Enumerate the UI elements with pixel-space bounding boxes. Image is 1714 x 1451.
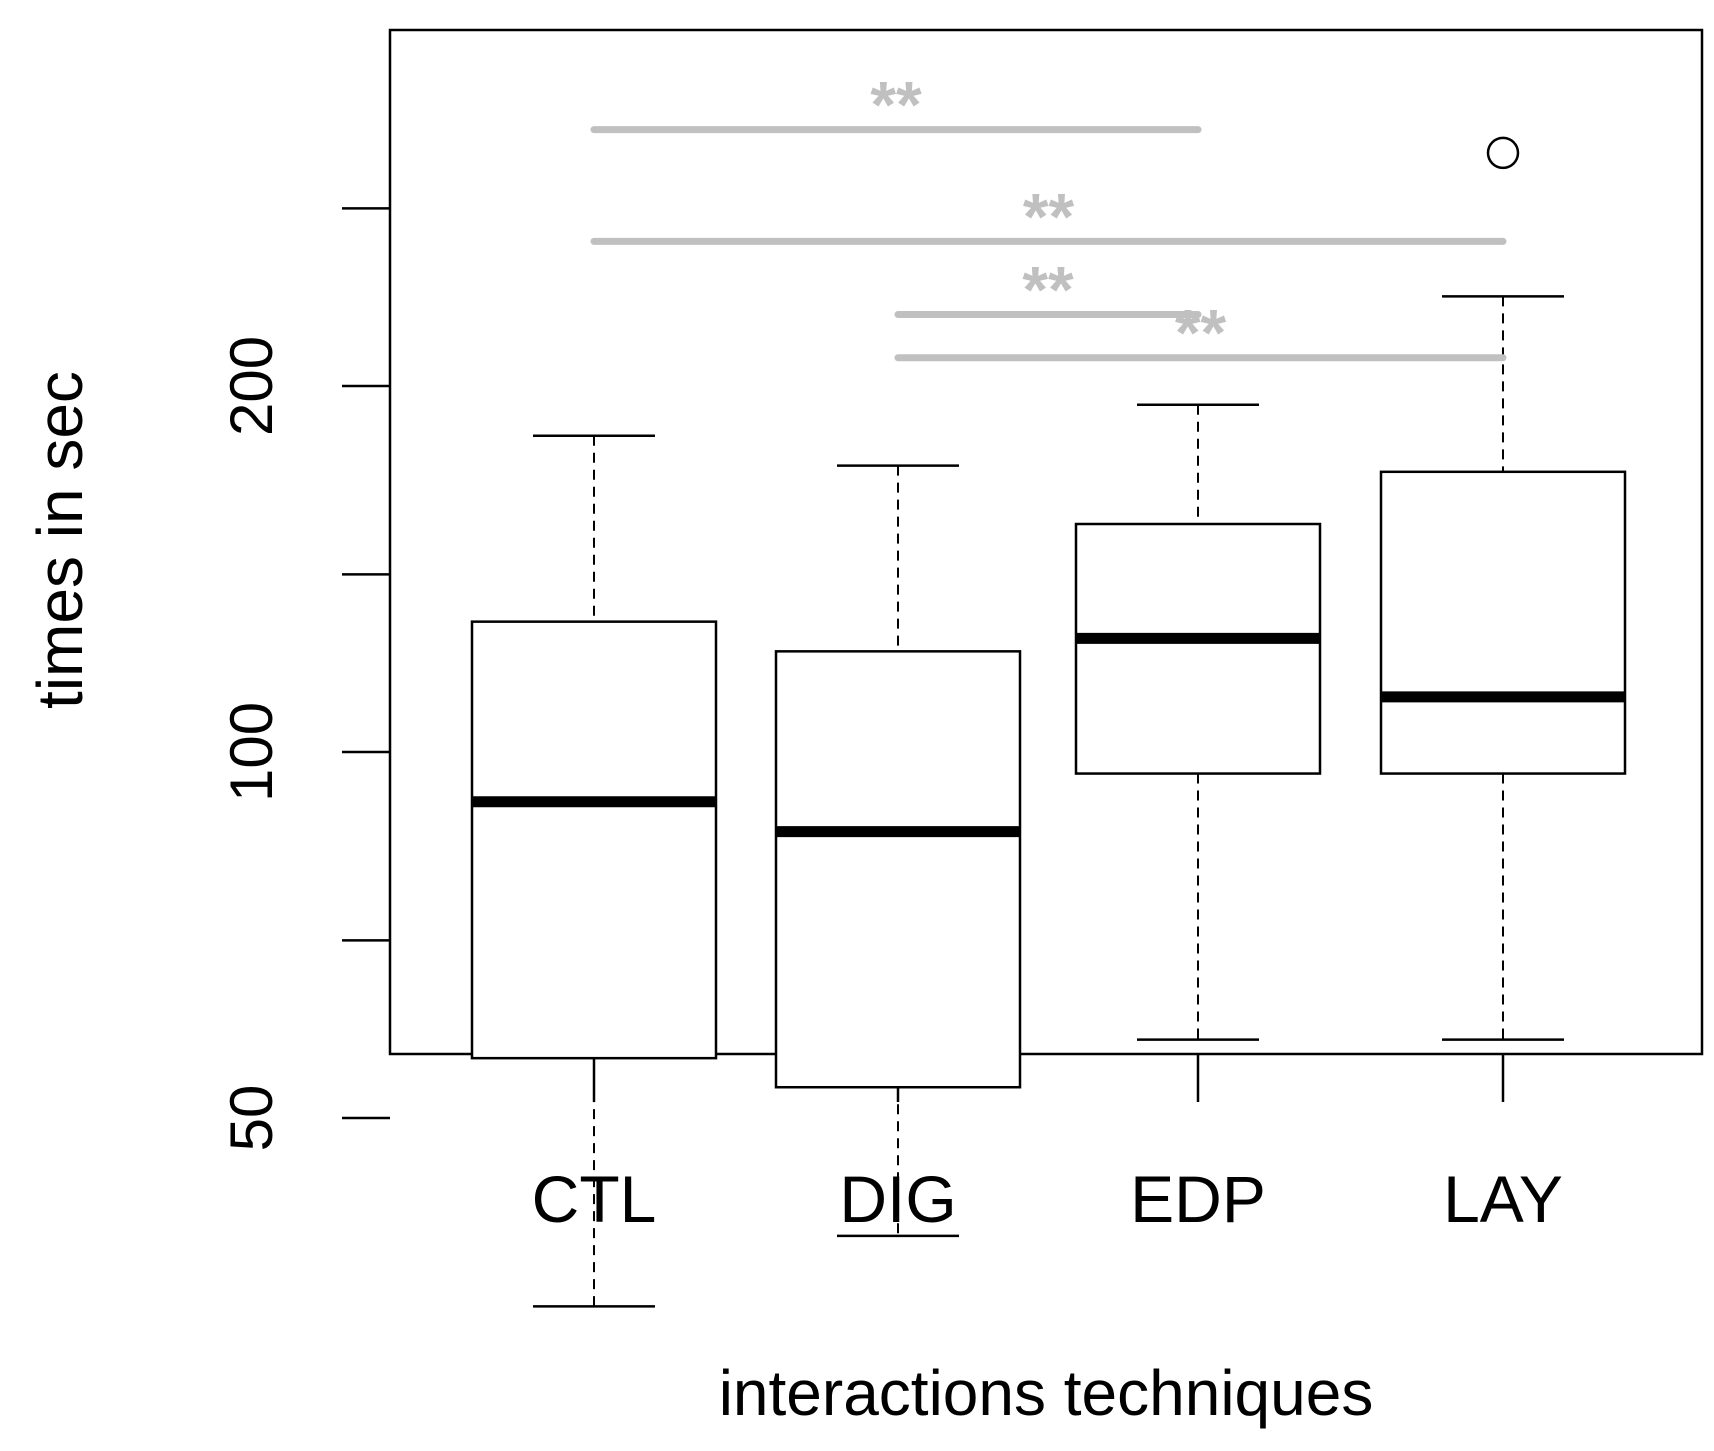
y-tick-label: 200 (218, 336, 285, 436)
y-axis-label: times in sec (24, 371, 96, 709)
iqr-box (470, 620, 718, 1060)
box-edp (1074, 403, 1322, 1041)
y-tick-label: 100 (218, 702, 285, 802)
significance-brackets: ******** (590, 68, 1507, 370)
iqr-box (774, 650, 1022, 1089)
significance-label: ** (870, 68, 922, 142)
box-dig (774, 464, 1022, 1238)
iqr-box (1074, 522, 1322, 775)
significance-label: ** (1022, 253, 1074, 327)
x-axis: CTL DIG EDP LAY (532, 1054, 1563, 1236)
x-tick-label: LAY (1443, 1162, 1563, 1236)
outlier-point (1486, 136, 1520, 170)
x-axis-label: interactions techniques (719, 1357, 1374, 1429)
box-series (470, 136, 1627, 1308)
x-tick-label: EDP (1130, 1162, 1266, 1236)
significance-label: ** (1175, 296, 1227, 370)
y-tick-label: 50 (218, 1085, 285, 1152)
significance-label: ** (1023, 179, 1075, 253)
box-ctl (470, 434, 718, 1308)
box-lay (1379, 136, 1627, 1041)
iqr-box (1379, 470, 1627, 775)
y-axis: 50 100 200 (218, 207, 390, 1152)
plot-frame (388, 28, 1704, 1056)
